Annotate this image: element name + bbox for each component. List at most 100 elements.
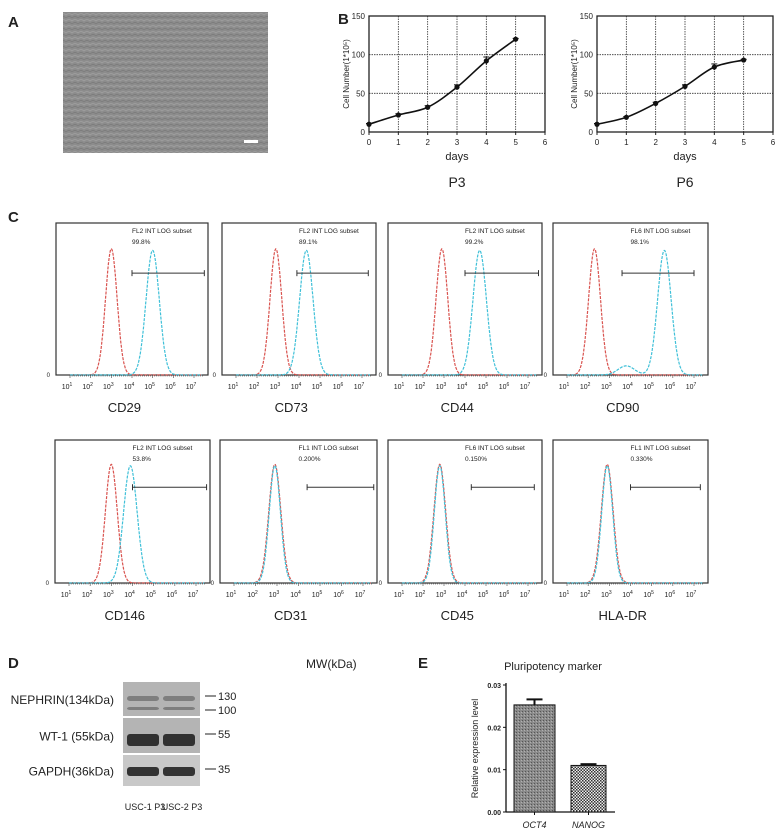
marker-label: CD45	[441, 608, 474, 623]
x-tick-label: 104	[457, 382, 468, 391]
x-tick-label: 106	[333, 590, 344, 599]
x-tick-label: 106	[333, 382, 344, 391]
tick-base: 10	[665, 592, 673, 599]
tick-base: 10	[601, 592, 609, 599]
tick-exponent: 7	[694, 590, 697, 596]
tick-base: 10	[601, 384, 609, 391]
tick-base: 10	[61, 592, 69, 599]
x-tick-label: 104	[622, 590, 633, 599]
y-tick-label: 150	[580, 12, 594, 21]
tick-exponent: 4	[630, 382, 633, 388]
tick-exponent: 4	[298, 590, 301, 596]
tick-exponent: 5	[152, 382, 155, 388]
cell-micrograph	[63, 12, 268, 153]
blot-row-label: GAPDH(36kDa)	[29, 765, 114, 779]
x-tick-label: 102	[82, 382, 93, 391]
x-tick-label: 106	[167, 590, 178, 599]
panel-label-b: B	[338, 11, 349, 28]
y-tick-label: 0	[213, 373, 217, 379]
x-tick-label: 105	[144, 382, 155, 391]
tick-base: 10	[457, 592, 465, 599]
blot-band	[163, 707, 195, 710]
data-point	[653, 100, 659, 106]
x-tick-label: 2	[653, 138, 658, 147]
tick-exponent: 7	[196, 590, 199, 596]
chart-caption: P6	[676, 174, 693, 190]
tick-base: 10	[686, 384, 694, 391]
tick-base: 10	[188, 592, 196, 599]
y-tick-label: 0.00	[487, 810, 501, 817]
tick-base: 10	[643, 592, 651, 599]
blot-band	[127, 696, 159, 701]
tick-exponent: 6	[174, 590, 177, 596]
gate-label: FL2 INT LOG subset	[299, 228, 359, 235]
x-tick-label: 0	[367, 138, 372, 147]
data-point	[425, 104, 431, 110]
x-tick-label: 103	[103, 382, 114, 391]
tick-exponent: 3	[278, 382, 281, 388]
tick-exponent: 2	[90, 382, 93, 388]
x-tick-label: 101	[559, 382, 570, 391]
x-tick-label: 105	[312, 382, 323, 391]
x-tick-label: 106	[665, 590, 676, 599]
tick-base: 10	[457, 384, 465, 391]
x-tick-label: 106	[499, 590, 510, 599]
gate-percent: 0.150%	[465, 456, 487, 463]
tick-base: 10	[354, 384, 362, 391]
x-tick-label: 104	[124, 382, 135, 391]
x-tick-label: 107	[355, 590, 366, 599]
y-axis-label: Cell Number(1*10⁵)	[570, 39, 579, 109]
panel-label-a: A	[8, 14, 19, 31]
tick-base: 10	[312, 384, 320, 391]
isotype-curve	[234, 463, 372, 584]
marker-label: CD31	[274, 608, 307, 623]
x-tick-label: 0	[595, 138, 600, 147]
tick-exponent: 6	[507, 590, 510, 596]
gate-label: FL6 INT LOG subset	[631, 228, 691, 235]
tick-exponent: 5	[486, 590, 489, 596]
tick-exponent: 7	[528, 590, 531, 596]
tick-exponent: 4	[132, 590, 135, 596]
tick-base: 10	[559, 384, 567, 391]
tick-base: 10	[82, 592, 90, 599]
growth-curve	[368, 38, 517, 126]
growth-curve	[596, 59, 744, 126]
tick-base: 10	[622, 384, 630, 391]
y-tick-label: 0	[589, 128, 594, 137]
tick-base: 10	[82, 384, 90, 391]
tick-base: 10	[415, 384, 423, 391]
x-tick-label: 4	[484, 138, 489, 147]
x-tick-label: 102	[580, 382, 591, 391]
y-tick-label: 0	[544, 373, 548, 379]
stain-curve	[70, 249, 203, 376]
tick-base: 10	[228, 384, 236, 391]
tick-base: 10	[394, 384, 402, 391]
x-tick-label: 103	[436, 590, 447, 599]
tick-base: 10	[247, 592, 255, 599]
x-tick-label: OCT4	[522, 820, 546, 830]
x-tick-label: 103	[270, 382, 281, 391]
x-tick-label: 3	[455, 138, 460, 147]
data-point	[682, 83, 688, 89]
tick-exponent: 3	[111, 590, 114, 596]
data-point	[513, 36, 519, 42]
x-tick-label: 5	[513, 138, 518, 147]
marker-label: CD73	[275, 400, 308, 415]
gate-label: FL2 INT LOG subset	[465, 228, 525, 235]
data-point	[741, 57, 747, 63]
x-tick-label: 4	[712, 138, 717, 147]
data-point	[483, 58, 489, 64]
x-tick-label: 107	[686, 382, 697, 391]
tick-base: 10	[499, 592, 507, 599]
tick-exponent: 1	[69, 590, 72, 596]
x-tick-label: 101	[394, 382, 405, 391]
gate-label: FL2 INT LOG subset	[133, 445, 193, 452]
marker-label: HLA-DR	[599, 608, 647, 623]
x-tick-label: 105	[478, 382, 489, 391]
x-axis-label: days	[445, 151, 469, 163]
x-tick-label: 6	[543, 138, 548, 147]
